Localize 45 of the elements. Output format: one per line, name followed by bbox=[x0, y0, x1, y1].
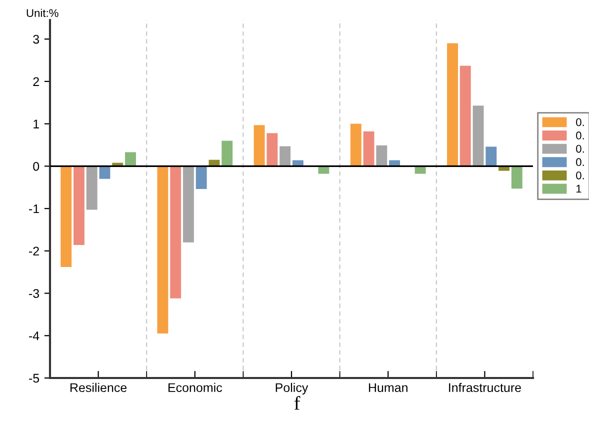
bar bbox=[376, 145, 388, 166]
y-tick-label: -2 bbox=[29, 246, 39, 256]
bar bbox=[292, 160, 304, 166]
y-tick-label: -1 bbox=[29, 204, 39, 214]
bar bbox=[157, 166, 168, 334]
bar bbox=[254, 125, 265, 166]
bar bbox=[363, 131, 374, 166]
bar bbox=[486, 146, 497, 166]
x-tick-label: Human bbox=[368, 383, 408, 392]
bar bbox=[280, 146, 291, 166]
bar bbox=[170, 166, 182, 298]
legend-label: 1 bbox=[576, 184, 582, 193]
y-tick-label: -5 bbox=[29, 374, 40, 383]
bar bbox=[389, 160, 400, 166]
bar bbox=[447, 43, 458, 166]
y-tick-label: -3 bbox=[29, 289, 40, 298]
x-tick-label: Economic bbox=[168, 382, 222, 392]
x-tick-label: Resilience bbox=[70, 382, 127, 392]
y-tick-label: 1 bbox=[34, 120, 39, 128]
y-tick-label: 2 bbox=[33, 77, 39, 86]
bar bbox=[460, 66, 471, 166]
bar bbox=[511, 166, 522, 189]
bar bbox=[182, 166, 194, 242]
bar bbox=[196, 166, 207, 190]
legend-label: 0. bbox=[576, 118, 584, 126]
bar bbox=[99, 166, 110, 179]
legend-label: 0. bbox=[576, 144, 584, 153]
legend-label: 0. bbox=[576, 132, 584, 140]
bar bbox=[472, 106, 484, 166]
y-tick-label: 0 bbox=[33, 162, 40, 171]
bar bbox=[266, 133, 278, 166]
legend-label: 0. bbox=[576, 171, 584, 180]
x-tick-label: Policy bbox=[276, 382, 308, 395]
text: f bbox=[294, 396, 300, 410]
bar bbox=[74, 166, 84, 245]
y-tick-label: 3 bbox=[33, 34, 40, 44]
x-tick-label: Infrastructure bbox=[449, 382, 521, 392]
bar bbox=[222, 140, 233, 166]
bar bbox=[125, 152, 136, 166]
bar bbox=[60, 166, 72, 267]
bar bbox=[86, 166, 98, 210]
y-tick-label: -4 bbox=[29, 332, 40, 340]
text: Unit:% bbox=[26, 8, 58, 17]
bar bbox=[350, 124, 362, 166]
legend-label: 0. bbox=[576, 158, 584, 166]
